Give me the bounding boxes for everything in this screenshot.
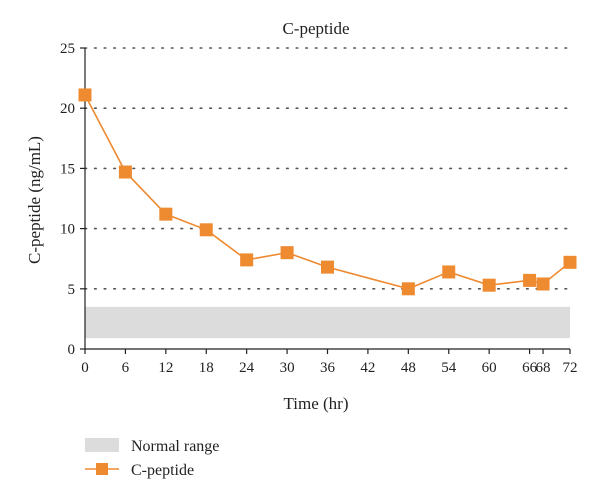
data-point xyxy=(482,278,496,292)
x-tick-label: 42 xyxy=(360,360,375,376)
y-axis-label: C-peptide (ng/mL) xyxy=(25,136,44,264)
data-point xyxy=(199,223,213,237)
data-point xyxy=(523,273,537,287)
x-tick-label: 60 xyxy=(482,360,497,376)
x-tick-label: 18 xyxy=(199,360,214,376)
x-tick-label: 24 xyxy=(239,360,255,376)
x-tick-label: 12 xyxy=(158,360,173,376)
data-point xyxy=(401,282,415,296)
x-tick-label: 72 xyxy=(563,360,578,376)
data-point xyxy=(78,88,92,102)
data-point xyxy=(240,253,254,267)
data-point xyxy=(536,277,550,291)
grid xyxy=(84,47,571,290)
legend-label-normal-range: Normal range xyxy=(131,438,219,455)
data-point xyxy=(280,246,294,260)
x-tick-label: 66 xyxy=(522,360,538,376)
series-line xyxy=(84,94,571,290)
x-tick-label: 36 xyxy=(320,360,336,376)
x-tick-label: 68 xyxy=(536,360,551,376)
x-tick-label: 0 xyxy=(81,360,89,376)
legend-swatch-normal-range xyxy=(85,438,119,452)
y-tick-label: 15 xyxy=(60,161,75,177)
y-tick-label: 25 xyxy=(60,41,75,57)
y-ticks: 0 5 10 15 20 25 xyxy=(60,41,85,358)
data-point xyxy=(321,260,334,274)
x-tick-label: 48 xyxy=(401,360,416,376)
y-tick-label: 0 xyxy=(68,342,76,358)
x-tick-label: 30 xyxy=(280,360,295,376)
x-tick-label: 54 xyxy=(441,360,457,376)
normal-range-band-group xyxy=(85,306,570,339)
y-tick-label: 10 xyxy=(60,222,75,238)
normal-range-band xyxy=(85,306,570,339)
data-point xyxy=(159,207,173,221)
data-point xyxy=(563,255,577,269)
y-tick-label: 5 xyxy=(68,282,76,298)
x-axis-label: Time (hr) xyxy=(283,394,348,413)
data-point xyxy=(442,265,456,279)
legend-marker-c-peptide xyxy=(96,463,108,475)
chart-title: C-peptide xyxy=(282,19,349,38)
series-group xyxy=(78,88,577,296)
legend-label-c-peptide: C-peptide xyxy=(131,462,194,479)
y-tick-label: 20 xyxy=(60,101,75,117)
data-point xyxy=(118,165,132,179)
x-tick-label: 6 xyxy=(122,360,130,376)
axes xyxy=(84,48,570,350)
legend: Normal range C-peptide xyxy=(85,438,219,479)
